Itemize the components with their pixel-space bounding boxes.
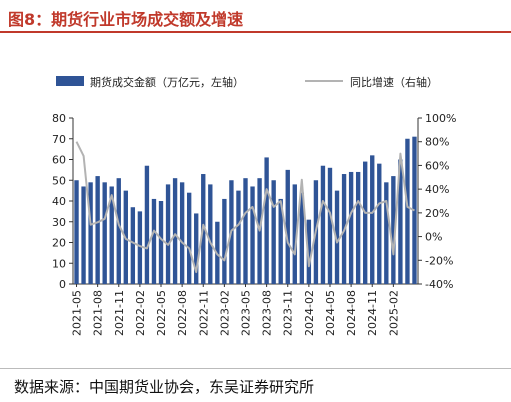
bar (250, 186, 255, 284)
x-tick-label: 2024-11 (366, 290, 379, 336)
legend-bar-label: 期货成交金额（万亿元，左轴） (90, 75, 244, 89)
bar (165, 184, 171, 284)
x-tick-label: 2022-11 (197, 290, 210, 336)
legend-bar-swatch (56, 76, 84, 86)
bar (222, 198, 227, 284)
left-tick-label: 50 (52, 174, 66, 187)
bar (236, 190, 241, 284)
bar (194, 213, 199, 284)
bar (172, 178, 178, 284)
bar (95, 176, 100, 284)
right-tick-label: 100% (425, 112, 456, 125)
left-tick-label: 80 (52, 112, 66, 125)
bar (391, 176, 396, 284)
bar (384, 182, 389, 284)
bar (208, 184, 213, 284)
bar (278, 198, 283, 284)
bar (306, 219, 312, 284)
left-tick-label: 40 (52, 195, 66, 208)
right-tick-label: -20% (425, 254, 453, 267)
right-tick-label: 80% (425, 136, 449, 149)
bar (137, 211, 143, 284)
x-tick-label: 2022-02 (134, 290, 147, 336)
bar (405, 138, 410, 284)
left-tick-label: 30 (52, 216, 66, 229)
x-tick-label: 2022-05 (155, 290, 168, 336)
left-tick-label: 70 (52, 133, 66, 146)
bar (109, 186, 114, 284)
bar (102, 182, 107, 284)
bar (327, 167, 333, 284)
legend: 期货成交金额（万亿元，左轴） 同比增速（右轴） (56, 75, 438, 89)
figure-title: 图8：期货行业市场成交额及增速 (8, 10, 244, 29)
bar (74, 180, 79, 284)
bar (334, 190, 340, 284)
right-tick-label: 20% (425, 207, 449, 220)
x-tick-label: 2024-05 (324, 290, 337, 336)
right-tick-label: 40% (425, 183, 449, 196)
right-tick-label: 60% (425, 159, 449, 172)
chart-area: 期货成交金额（万亿元，左轴） 同比增速（右轴） 0 10 20 30 40 50 60 70 8… (52, 75, 456, 336)
left-tick-label: 20 (52, 237, 66, 250)
growth-line (75, 141, 415, 274)
source-bar: 数据来源：中国期货业协会，东吴证券研究所 (0, 368, 511, 402)
bar (377, 163, 382, 284)
bar (292, 184, 297, 284)
figure-title-bar: 图8：期货行业市场成交额及增速 (0, 0, 511, 33)
legend-line-label: 同比增速（右轴） (350, 75, 438, 89)
bar (370, 155, 375, 284)
left-tick-label: 10 (52, 257, 66, 270)
bar (285, 169, 290, 284)
plot-area: 0 10 20 30 40 50 60 70 80 -40% -20% 0% 20% 40% 60% 80% 1… (52, 112, 456, 336)
bar (158, 201, 164, 284)
bar (130, 207, 136, 284)
x-tick-label: 2021-05 (71, 290, 84, 336)
bar (88, 182, 93, 284)
right-tick-label: -40% (425, 278, 453, 291)
x-tick-label: 2025-02 (387, 290, 400, 336)
right-tick-label: 0% (425, 231, 442, 244)
bar (116, 178, 121, 284)
x-tick-label: 2023-11 (282, 290, 295, 336)
x-tick-label: 2021-11 (113, 290, 126, 336)
bar (243, 178, 248, 284)
bar (186, 192, 192, 284)
x-tick-label: 2021-08 (92, 290, 105, 336)
left-tick-label: 60 (52, 154, 66, 167)
x-tick-label: 2024-02 (303, 290, 316, 336)
source-note: 数据来源：中国期货业协会，东吴证券研究所 (14, 378, 315, 396)
bar (151, 198, 157, 284)
bar (299, 192, 305, 284)
bar (81, 186, 86, 284)
bar (271, 180, 276, 284)
x-tick-label: 2023-05 (240, 290, 253, 336)
bar (348, 171, 354, 284)
bar (320, 165, 326, 284)
bar (355, 171, 361, 284)
left-tick-label: 0 (59, 278, 66, 291)
bar (398, 159, 403, 284)
bar (179, 182, 185, 284)
bar (264, 157, 269, 284)
x-tick-label: 2024-08 (345, 290, 358, 336)
x-tick-label: 2023-08 (261, 290, 274, 336)
bar (144, 165, 150, 284)
x-tick-label: 2022-08 (176, 290, 189, 336)
x-tick-label: 2023-02 (218, 290, 231, 336)
bar (363, 161, 368, 284)
